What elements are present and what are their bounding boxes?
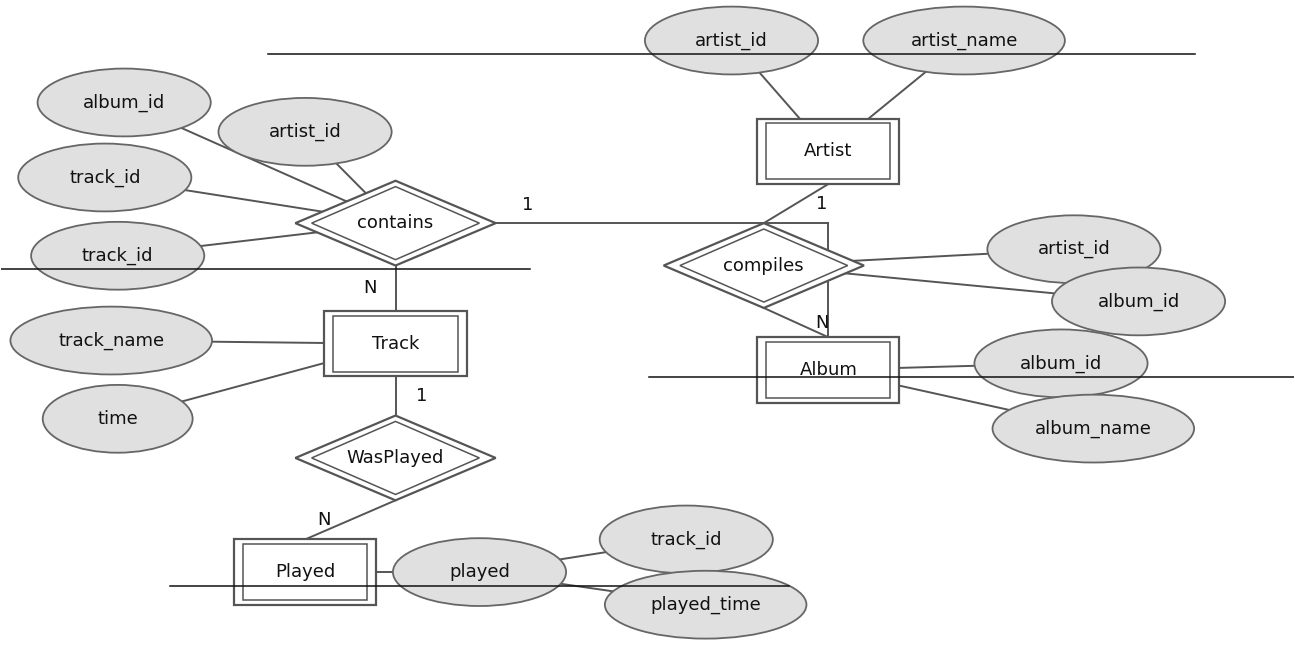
Ellipse shape <box>645 7 818 75</box>
Ellipse shape <box>864 7 1064 75</box>
FancyBboxPatch shape <box>767 123 891 179</box>
Text: track_id: track_id <box>69 168 141 187</box>
Text: played_time: played_time <box>650 595 761 614</box>
Ellipse shape <box>605 571 807 639</box>
Ellipse shape <box>1052 267 1225 335</box>
Text: album_id: album_id <box>1097 292 1180 310</box>
Ellipse shape <box>31 222 205 290</box>
Polygon shape <box>295 415 496 500</box>
Text: Artist: Artist <box>804 142 852 160</box>
FancyBboxPatch shape <box>758 337 900 403</box>
Ellipse shape <box>974 329 1147 398</box>
Text: album_id: album_id <box>1020 354 1102 373</box>
Polygon shape <box>663 223 864 308</box>
Ellipse shape <box>392 538 566 606</box>
Ellipse shape <box>987 215 1160 283</box>
FancyBboxPatch shape <box>325 311 466 377</box>
Ellipse shape <box>219 98 391 166</box>
Polygon shape <box>295 181 496 265</box>
FancyBboxPatch shape <box>243 544 366 600</box>
Ellipse shape <box>38 69 211 136</box>
Text: artist_id: artist_id <box>1037 240 1110 258</box>
Text: Played: Played <box>275 563 335 581</box>
Text: 1: 1 <box>416 387 427 405</box>
Text: track_id: track_id <box>650 531 723 549</box>
Ellipse shape <box>600 506 773 573</box>
Text: time: time <box>97 410 139 428</box>
FancyBboxPatch shape <box>767 342 891 398</box>
Text: played: played <box>449 563 510 581</box>
Polygon shape <box>312 421 479 495</box>
Text: album_id: album_id <box>83 94 166 111</box>
Ellipse shape <box>43 385 193 453</box>
Text: 1: 1 <box>816 195 828 213</box>
Ellipse shape <box>992 395 1194 462</box>
Text: WasPlayed: WasPlayed <box>347 449 444 467</box>
Text: contains: contains <box>357 214 434 232</box>
Polygon shape <box>312 187 479 259</box>
FancyBboxPatch shape <box>758 119 900 184</box>
Text: N: N <box>815 314 829 331</box>
Text: Album: Album <box>799 361 857 379</box>
FancyBboxPatch shape <box>234 540 376 605</box>
Text: artist_id: artist_id <box>695 31 768 50</box>
Text: track_id: track_id <box>82 247 153 265</box>
Text: track_name: track_name <box>58 331 164 350</box>
Ellipse shape <box>10 307 212 375</box>
FancyBboxPatch shape <box>334 316 457 372</box>
Text: N: N <box>363 280 377 297</box>
Ellipse shape <box>18 143 192 212</box>
Text: N: N <box>317 511 332 529</box>
Text: 1: 1 <box>522 196 534 214</box>
Polygon shape <box>680 229 848 302</box>
Text: Track: Track <box>372 335 420 353</box>
Text: album_name: album_name <box>1035 419 1151 438</box>
Text: artist_id: artist_id <box>268 122 342 141</box>
Text: artist_name: artist_name <box>910 31 1018 50</box>
Text: compiles: compiles <box>724 257 804 274</box>
